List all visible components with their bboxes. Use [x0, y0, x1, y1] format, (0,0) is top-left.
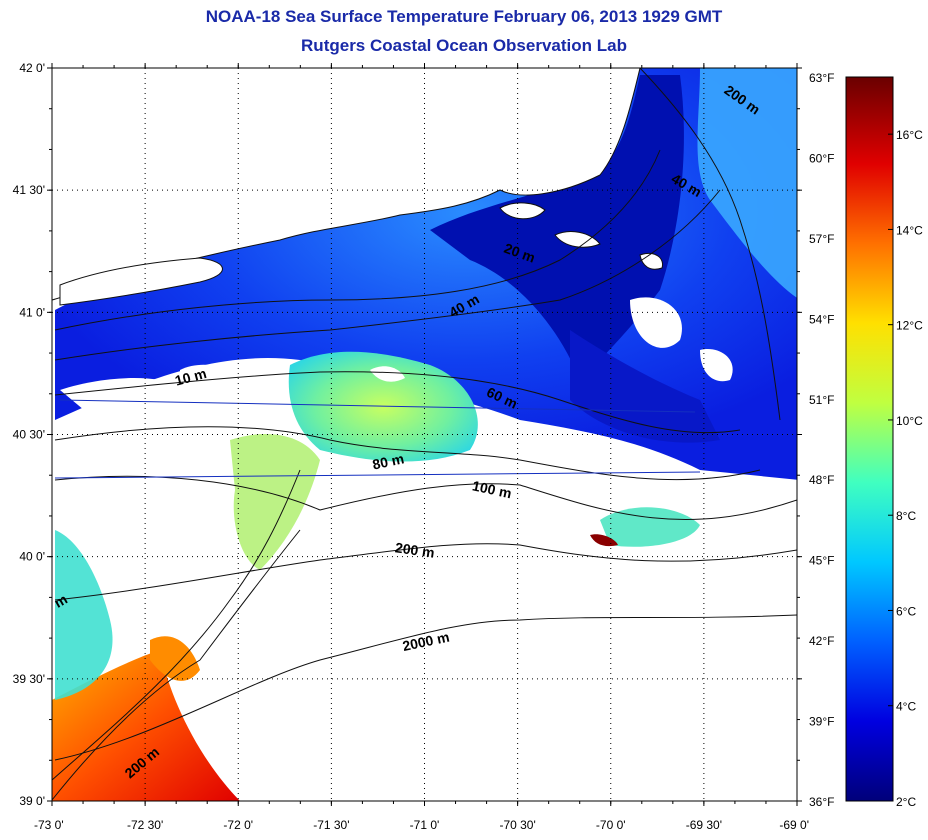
longitude-label: -71 0' — [410, 818, 440, 832]
cloud-gap — [700, 349, 733, 382]
longitude-label: -72 30' — [127, 818, 163, 832]
contour-60m — [54, 371, 741, 434]
cloud-gap — [180, 364, 240, 392]
fahrenheit-label: 51°F — [809, 393, 834, 407]
latitude-label: 39 30' — [13, 672, 45, 686]
contour-sw-2 — [52, 469, 301, 781]
longitude-label: -71 30' — [313, 818, 349, 832]
longitude-label: -73 0' — [34, 818, 64, 832]
contour-200m — [54, 543, 797, 601]
outer-dark — [570, 330, 720, 443]
contour-sw-1 — [52, 529, 301, 801]
fahrenheit-label: 63°F — [809, 71, 834, 85]
sst-field — [52, 68, 797, 801]
colorbar-fahrenheit-labels: 63°F 60°F 57°F 54°F 51°F 48°F 45°F 42°F 39°F 36°F — [809, 71, 834, 809]
contour-100m — [54, 475, 797, 520]
longitude-label: -70 0' — [596, 818, 626, 832]
cloud-gap — [630, 297, 682, 348]
fahrenheit-label: 39°F — [809, 715, 834, 729]
map-title: NOAA-18 Sea Surface Temperature February… — [205, 7, 723, 26]
longitude-label: -70 30' — [499, 818, 535, 832]
fahrenheit-label: 36°F — [809, 795, 834, 809]
scattered-band — [230, 434, 320, 570]
long-island — [59, 257, 223, 306]
longitude-label: -69 30' — [686, 818, 722, 832]
latitude-label: 39 0' — [19, 794, 45, 808]
contour-label: 10 m — [173, 365, 208, 389]
celsius-label: 6°C — [896, 604, 916, 618]
map-grid — [52, 68, 797, 801]
map-subtitle: Rutgers Coastal Ocean Observation Lab — [301, 36, 627, 55]
transect-line-2 — [54, 471, 701, 479]
cloud-gap — [370, 366, 405, 382]
island — [499, 202, 546, 220]
latitude-label: 40 30' — [13, 428, 45, 442]
longitude-label: -69 0' — [779, 818, 809, 832]
fahrenheit-label: 57°F — [809, 232, 834, 246]
celsius-label: 14°C — [896, 223, 923, 237]
celsius-label: 16°C — [896, 128, 923, 142]
latitude-label: 41 30' — [13, 183, 45, 197]
celsius-label: 2°C — [896, 795, 916, 809]
cloud-gap — [60, 378, 160, 416]
contour-80m — [54, 426, 761, 481]
longitude-label: -72 0' — [223, 818, 253, 832]
mid-shelf-warm-patch — [288, 351, 478, 462]
fahrenheit-label: 48°F — [809, 473, 834, 487]
colorbar-celsius-labels: 16°C 14°C 12°C 10°C 8°C 6°C 4°C 2°C — [888, 128, 923, 809]
celsius-label: 10°C — [896, 414, 923, 428]
contour-20m — [54, 149, 661, 331]
celsius-label: 8°C — [896, 509, 916, 523]
marthas-vineyard — [554, 231, 601, 248]
longitude-labels: -73 0' -72 30' -72 0' -71 30' -71 0' -70 30' -… — [34, 818, 809, 832]
latitude-labels: 42 0' 41 30' 41 0' 40 30' 40 0' 39 30' 39 0' — [13, 61, 45, 808]
transect-line-1 — [59, 399, 696, 413]
fahrenheit-label: 42°F — [809, 634, 834, 648]
colorbar — [845, 76, 894, 802]
contour-ne — [639, 68, 781, 421]
contour-40m — [54, 189, 721, 361]
contour-2000m — [54, 614, 797, 761]
fahrenheit-label: 54°F — [809, 312, 834, 326]
ne-water — [697, 68, 797, 298]
gulf-stream-warm — [52, 650, 240, 801]
latitude-label: 42 0' — [19, 61, 45, 75]
fahrenheit-label: 60°F — [809, 151, 834, 165]
contour-label: 200 m — [394, 539, 436, 560]
celsius-label: 12°C — [896, 319, 923, 333]
latitude-label: 40 0' — [19, 550, 45, 564]
fahrenheit-label: 45°F — [809, 554, 834, 568]
contour-label: 80 m — [371, 450, 406, 472]
sw-cool-patch — [55, 530, 113, 700]
axis-ticks — [47, 63, 802, 806]
shelf-break-patch — [600, 507, 700, 547]
warm-eddy — [150, 636, 200, 681]
celsius-label: 4°C — [896, 700, 916, 714]
latitude-label: 41 0' — [19, 305, 45, 319]
inner-shelf-dark — [430, 75, 684, 380]
